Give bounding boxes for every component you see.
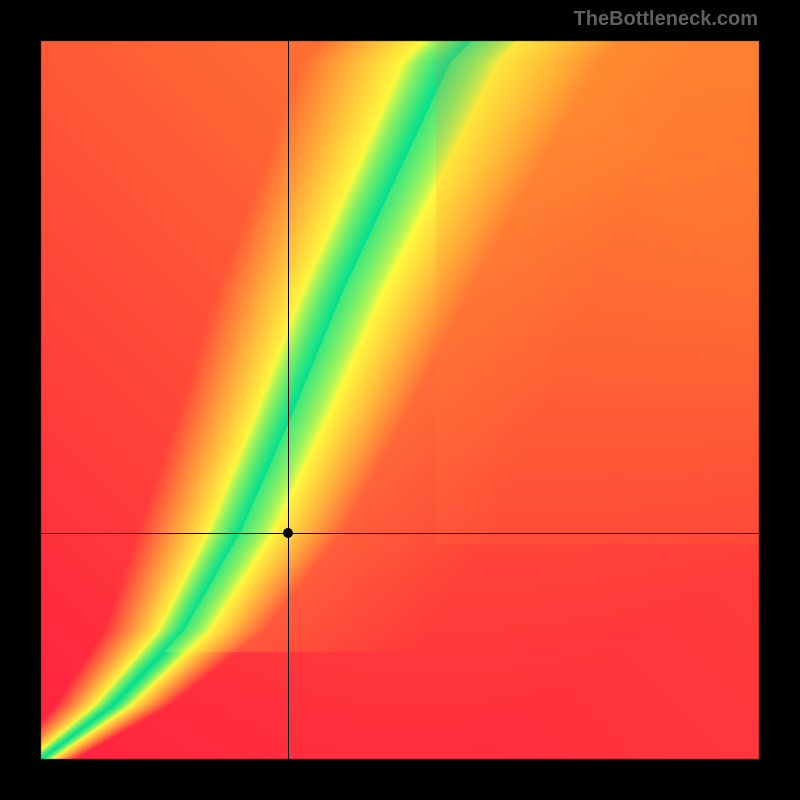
crosshair-dot xyxy=(283,528,293,538)
heatmap-canvas xyxy=(40,40,760,760)
plot-area xyxy=(40,40,760,760)
watermark-text: TheBottleneck.com xyxy=(574,8,758,31)
crosshair-vertical xyxy=(288,40,289,760)
crosshair-horizontal xyxy=(40,533,760,534)
